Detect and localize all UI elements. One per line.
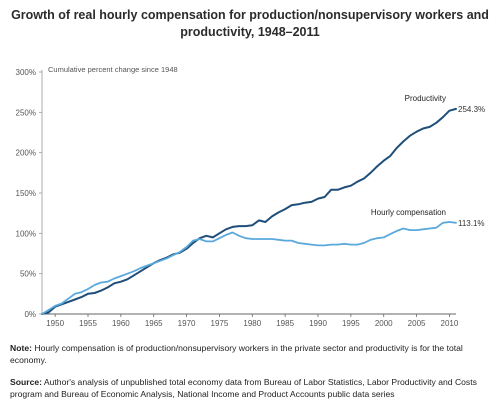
productivity-line xyxy=(41,107,457,315)
x-tick-label: 1960 xyxy=(112,319,130,328)
source-label: Source: xyxy=(10,377,42,387)
x-tick-label: 1965 xyxy=(145,319,163,328)
x-tick-label: 1980 xyxy=(243,319,261,328)
x-tick-label: 2005 xyxy=(408,319,426,328)
x-tick-label: 1950 xyxy=(46,319,64,328)
y-tick-label: 50% xyxy=(20,270,36,279)
x-axis: 1950 1955 1960 1965 1970 1975 1980 1985 1990 1995… xyxy=(42,313,459,328)
y-tick-label: 0% xyxy=(24,310,36,319)
productivity-series-label: Productivity xyxy=(405,94,446,103)
productivity-end-label: 254.3% xyxy=(458,105,485,114)
source-text: Author's analysis of unpublished total e… xyxy=(10,377,477,399)
x-tick-label: 1970 xyxy=(178,319,196,328)
chart-title: Growth of real hourly compensation for p… xyxy=(11,8,489,39)
x-tick-label: 1975 xyxy=(211,319,229,328)
y-tick-label: 250% xyxy=(16,108,36,117)
x-tick-label: 1995 xyxy=(342,319,360,328)
y-tick-label: 150% xyxy=(16,189,36,198)
y-tick-label: 200% xyxy=(16,149,36,158)
series-layer: 254.3% Productivity 113.1% Hourly compensat… xyxy=(41,94,485,315)
y-tick-label: 100% xyxy=(16,229,36,238)
note-text: Hourly compensation is of production/non… xyxy=(10,343,463,365)
x-tick-label: 1985 xyxy=(276,319,294,328)
hourly-compensation-series-label: Hourly compensation xyxy=(371,208,446,217)
x-tick-label: 2010 xyxy=(441,319,459,328)
y-tick-label: 300% xyxy=(16,68,36,77)
x-tick-label: 1955 xyxy=(79,319,97,328)
x-tick-label: 2000 xyxy=(375,319,393,328)
line-chart: Cumulative percent change since 1948 0% 5… xyxy=(16,65,486,328)
note-label: Note: xyxy=(10,343,32,353)
y-axis: 0% 50% 100% 150% 200% 250% 300% xyxy=(16,68,43,319)
hourly-compensation-line xyxy=(41,221,457,315)
x-tick-label: 1990 xyxy=(309,319,327,328)
chart-source: Source: Author's analysis of unpublished… xyxy=(10,376,488,400)
chart-note: Note: Hourly compensation is of producti… xyxy=(10,342,488,366)
chart-subtitle: Cumulative percent change since 1948 xyxy=(48,65,178,74)
hourly-compensation-end-label: 113.1% xyxy=(458,219,485,228)
